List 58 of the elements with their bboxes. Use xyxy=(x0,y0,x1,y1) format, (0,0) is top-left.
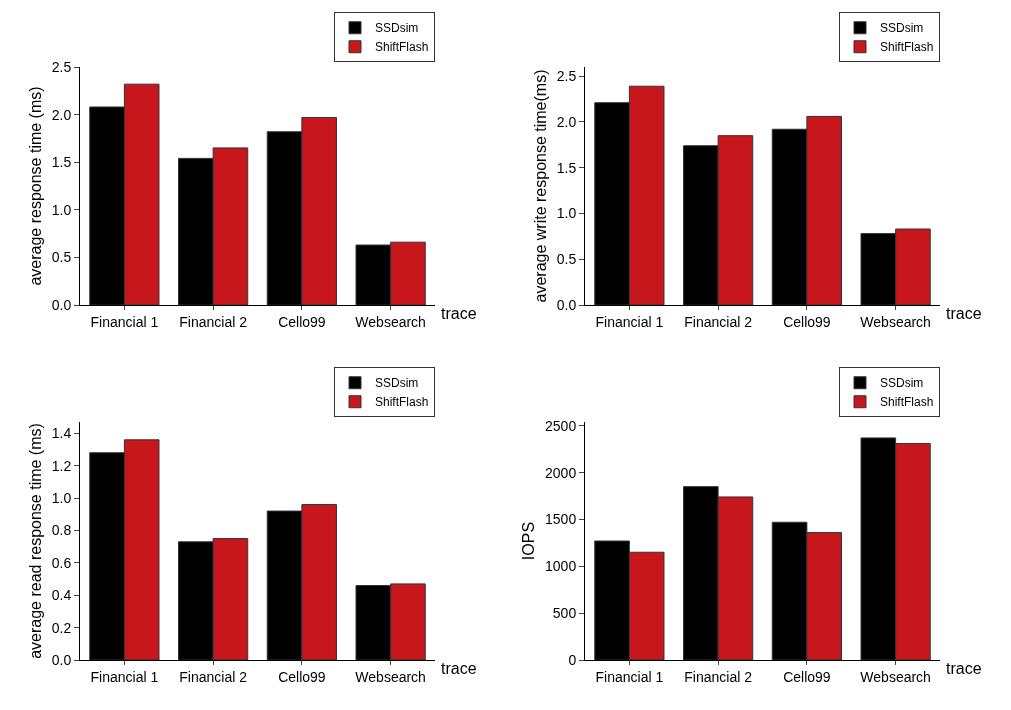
x-tick-label: Cello99 xyxy=(783,668,831,685)
y-axis-title: average read response time (ms) xyxy=(26,423,44,659)
y-tick-label: 2.0 xyxy=(556,113,577,130)
y-tick-label: 0.2 xyxy=(51,619,72,636)
x-tick-label: Cello99 xyxy=(278,668,326,685)
legend-label: ShiftFlash xyxy=(375,395,429,410)
y-tick-label: 1.0 xyxy=(556,205,577,222)
legend-label: ShiftFlash xyxy=(880,40,934,55)
x-axis-title: trace xyxy=(441,305,477,322)
legend-label: ShiftFlash xyxy=(375,40,429,55)
legend-label: ShiftFlash xyxy=(880,395,934,410)
x-tick-label: Financial 1 xyxy=(595,313,664,330)
x-axis-title: trace xyxy=(441,660,477,677)
y-tick-label: 1.5 xyxy=(556,159,577,176)
y-axis-title: average response time (ms) xyxy=(26,86,44,286)
y-tick-label: 2.5 xyxy=(51,58,72,75)
x-tick-label: Websearch xyxy=(355,313,426,330)
y-axis-title: IOPS xyxy=(519,521,537,561)
legend-label: SSDsim xyxy=(880,376,924,391)
x-tick-label: Financial 2 xyxy=(684,668,753,685)
y-tick-label: 0.8 xyxy=(51,522,72,539)
y-tick-label: 1.4 xyxy=(51,425,72,442)
legend-label: SSDsim xyxy=(375,21,419,36)
y-tick-label: 0.5 xyxy=(556,251,577,268)
y-tick-label: 2.5 xyxy=(556,68,577,85)
y-tick-label: 0.5 xyxy=(51,249,72,266)
x-axis-title: trace xyxy=(946,660,982,677)
y-tick-label: 0.0 xyxy=(556,296,577,313)
x-tick-label: Financial 1 xyxy=(595,668,664,685)
x-tick-label: Financial 1 xyxy=(90,313,159,330)
x-tick-label: Cello99 xyxy=(278,313,326,330)
x-tick-label: Websearch xyxy=(860,668,931,685)
y-tick-label: 1.2 xyxy=(51,457,72,474)
y-tick-label: 500 xyxy=(552,605,577,622)
y-tick-label: 0.0 xyxy=(51,651,72,668)
x-tick-label: Websearch xyxy=(860,313,931,330)
y-tick-label: 0.6 xyxy=(51,554,72,571)
x-tick-label: Financial 2 xyxy=(179,313,248,330)
y-tick-label: 2500 xyxy=(545,417,577,434)
y-tick-label: 1.0 xyxy=(51,490,72,506)
y-tick-label: 0 xyxy=(568,651,577,668)
y-tick-label: 0.4 xyxy=(51,587,72,604)
x-tick-label: Financial 2 xyxy=(179,668,248,685)
x-tick-label: Websearch xyxy=(355,668,426,685)
y-axis-title: average write response time(ms) xyxy=(531,69,549,303)
legend-label: SSDsim xyxy=(880,21,924,36)
x-tick-label: Financial 1 xyxy=(90,668,159,685)
x-tick-label: Cello99 xyxy=(783,313,831,330)
x-axis-title: trace xyxy=(946,305,982,322)
y-tick-label: 1500 xyxy=(545,511,577,528)
legend-label: SSDsim xyxy=(375,376,419,391)
y-tick-label: 2000 xyxy=(545,464,577,481)
y-tick-label: 2.0 xyxy=(51,106,72,123)
y-tick-label: 0.0 xyxy=(51,296,72,313)
y-tick-label: 1.5 xyxy=(51,154,72,171)
y-tick-label: 1000 xyxy=(545,558,577,575)
x-tick-label: Financial 2 xyxy=(684,313,753,330)
y-tick-label: 1.0 xyxy=(51,201,72,218)
